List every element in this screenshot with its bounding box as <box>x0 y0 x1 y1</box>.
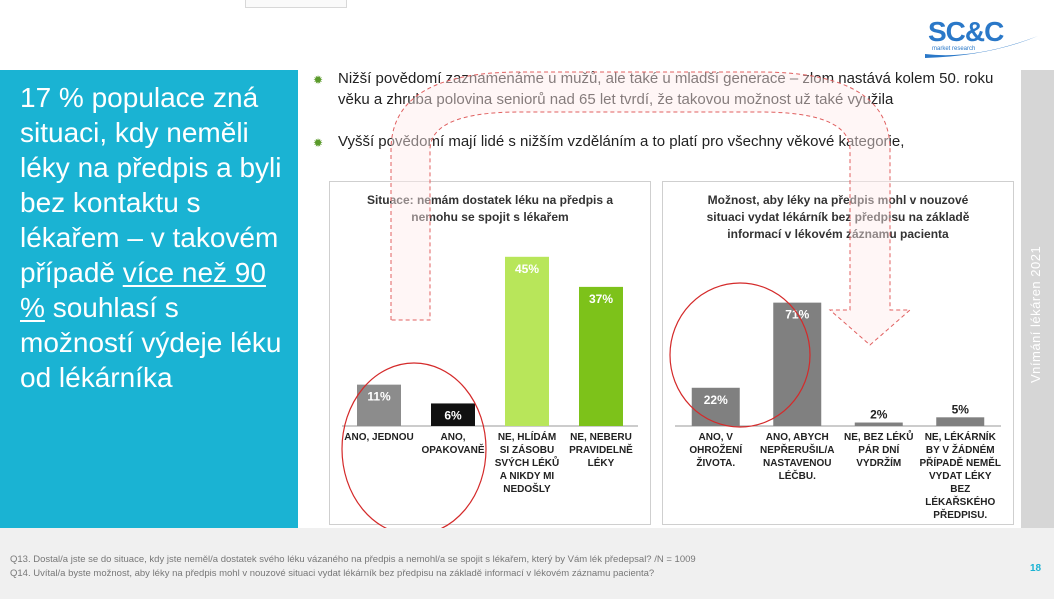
top-tab-decoration <box>245 0 347 8</box>
bullet-text: Nižší povědomí zaznamenáme u mužů, ale t… <box>338 70 994 108</box>
data-label: 6% <box>444 408 462 422</box>
category-label-line: ANO, ABYCH <box>766 432 829 443</box>
chart-situation: Situace: nemám dostatek léku na předpis … <box>329 181 651 525</box>
logo-swoosh-icon <box>925 36 1038 58</box>
red-circle-annotation <box>341 362 487 536</box>
category-label-line: NASTAVENOU <box>763 458 832 469</box>
bar <box>357 384 401 426</box>
category-label: NE, NEBERU PRAVIDELNĚ LÉKY <box>569 432 633 469</box>
category-label-line: VYDAT LÉKY <box>929 469 992 482</box>
scc-logo: SC&C market research <box>920 14 1040 64</box>
category-label: ANO, ABYCH NEPŘERUŠIL/A NASTAVENOU LÉČBU. <box>760 432 834 482</box>
bullet-item: ✹ Nižší povědomí zaznamenáme u mužů, ale… <box>313 68 1006 110</box>
bar <box>773 302 822 426</box>
chart-possibility: Možnost, aby léky na předpis mohl v nouz… <box>662 181 1014 525</box>
bullet-star-icon: ✹ <box>313 73 324 87</box>
right-side-strip <box>1021 70 1054 528</box>
category-label-line: BY V ŽÁDNÉM <box>926 443 995 456</box>
category-label-line: BEZ <box>950 484 970 495</box>
category-label-line: NE, LÉKÁRNÍK <box>925 430 997 443</box>
category-label-line: PRAVIDELNĚ <box>569 443 633 456</box>
curved-arrow-annotation <box>390 71 912 346</box>
category-label: ANO, V OHROŽENÍ ŽIVOTA. <box>689 432 742 469</box>
category-label-line: SI ZÁSOBU <box>500 443 554 456</box>
summary-text: 17 % populace zná situaci, kdy neměli lé… <box>20 80 295 395</box>
logo-text: SC&C <box>928 16 1004 47</box>
footnote-q14: Q14. Uvítal/a byste možnost, aby léky na… <box>10 568 655 579</box>
chart-title: Situace: nemám dostatek léku na předpis … <box>366 193 614 224</box>
footer: Q13. Dostal/a jste se do situace, kdy js… <box>0 528 1054 599</box>
summary-text-underlined: více než 90 % <box>20 257 266 323</box>
category-label: ANO, JEDNOU <box>344 432 413 443</box>
category-label-line: ANO, JEDNOU <box>344 432 413 443</box>
category-label-line: VYDRŽÍM <box>856 456 901 469</box>
red-circle-annotation <box>669 282 811 428</box>
left-summary-panel <box>0 70 298 528</box>
bullet-star-icon: ✹ <box>313 136 324 150</box>
category-label-line: NE, NEBERU <box>570 432 632 443</box>
category-label-line: OPAKOVANĚ <box>422 443 485 456</box>
category-label-line: A NIKDY MI <box>500 471 555 482</box>
page-number: 18 <box>1030 563 1042 574</box>
category-label: NE, HLÍDÁM SI ZÁSOBU SVÝCH LÉKŮ A NIKDY MI N… <box>495 430 559 495</box>
chart-title: Možnost, aby léky na předpis mohl v nouz… <box>706 193 970 241</box>
chart-plot: 22%ANO, V OHROŽENÍ ŽIVOTA.71%ANO, ABYCH NEP… <box>675 302 1002 521</box>
category-label-line: PŘÍPADĚ NEMĚL <box>920 456 1002 469</box>
summary-text-part2: souhlasí s možností výdeje léku od lékár… <box>20 292 282 393</box>
category-label-line: LÉČBU. <box>779 469 816 482</box>
category-label-line: ŽIVOTA. <box>696 456 735 469</box>
category-label-line: ANO, <box>441 432 466 443</box>
bar <box>691 387 740 426</box>
data-label: 2% <box>870 408 888 422</box>
data-label: 22% <box>704 393 728 407</box>
category-label-line: ANO, V <box>699 432 734 443</box>
category-label-line: PÁR DNÍ <box>858 443 899 456</box>
category-label-line: NE, HLÍDÁM <box>498 430 556 443</box>
category-label-line: OHROŽENÍ <box>689 443 742 456</box>
category-label: NE, BEZ LÉKŮ PÁR DNÍ VYDRŽÍM <box>844 429 913 469</box>
category-label: ANO, OPAKOVANĚ <box>422 432 485 456</box>
category-label-line: NE, BEZ LÉKŮ <box>844 429 913 443</box>
bar <box>854 422 903 426</box>
data-label: 5% <box>952 402 970 416</box>
category-label-line: NEDOŠLY <box>503 482 551 495</box>
category-label-line: PŘEDPISU. <box>933 508 987 521</box>
logo-subtext: market research <box>932 46 976 52</box>
category-label-line: LÉKAŘSKÉHO <box>925 495 995 508</box>
bar <box>505 256 549 426</box>
category-label-line: NEPŘERUŠIL/A <box>760 443 834 456</box>
bullet-item: ✹ Vyšší povědomí mají lidé s nižším vzdě… <box>313 131 1006 152</box>
category-label: NE, LÉKÁRNÍK BY V ŽÁDNÉM PŘÍPADĚ NEMĚL VYDA… <box>920 430 1002 521</box>
summary-text-part1: 17 % populace zná situaci, kdy neměli lé… <box>20 82 282 288</box>
category-label-line: LÉKY <box>588 456 615 469</box>
chart-plot: 11% ANO, JEDNOU 6% ANO, OPAKOVANĚ 45% NE, HLÍD… <box>342 256 638 495</box>
category-label-line: SVÝCH LÉKŮ <box>495 455 559 469</box>
data-label: 11% <box>367 390 391 404</box>
bar <box>579 286 623 426</box>
data-label: 37% <box>589 292 613 306</box>
bar <box>936 417 985 426</box>
data-label: 45% <box>515 262 539 276</box>
footnote-q13: Q13. Dostal/a jste se do situace, kdy js… <box>10 554 696 565</box>
bar <box>431 403 475 426</box>
bullet-text: Vyšší povědomí mají lidé s nižším vzdělá… <box>338 133 905 150</box>
